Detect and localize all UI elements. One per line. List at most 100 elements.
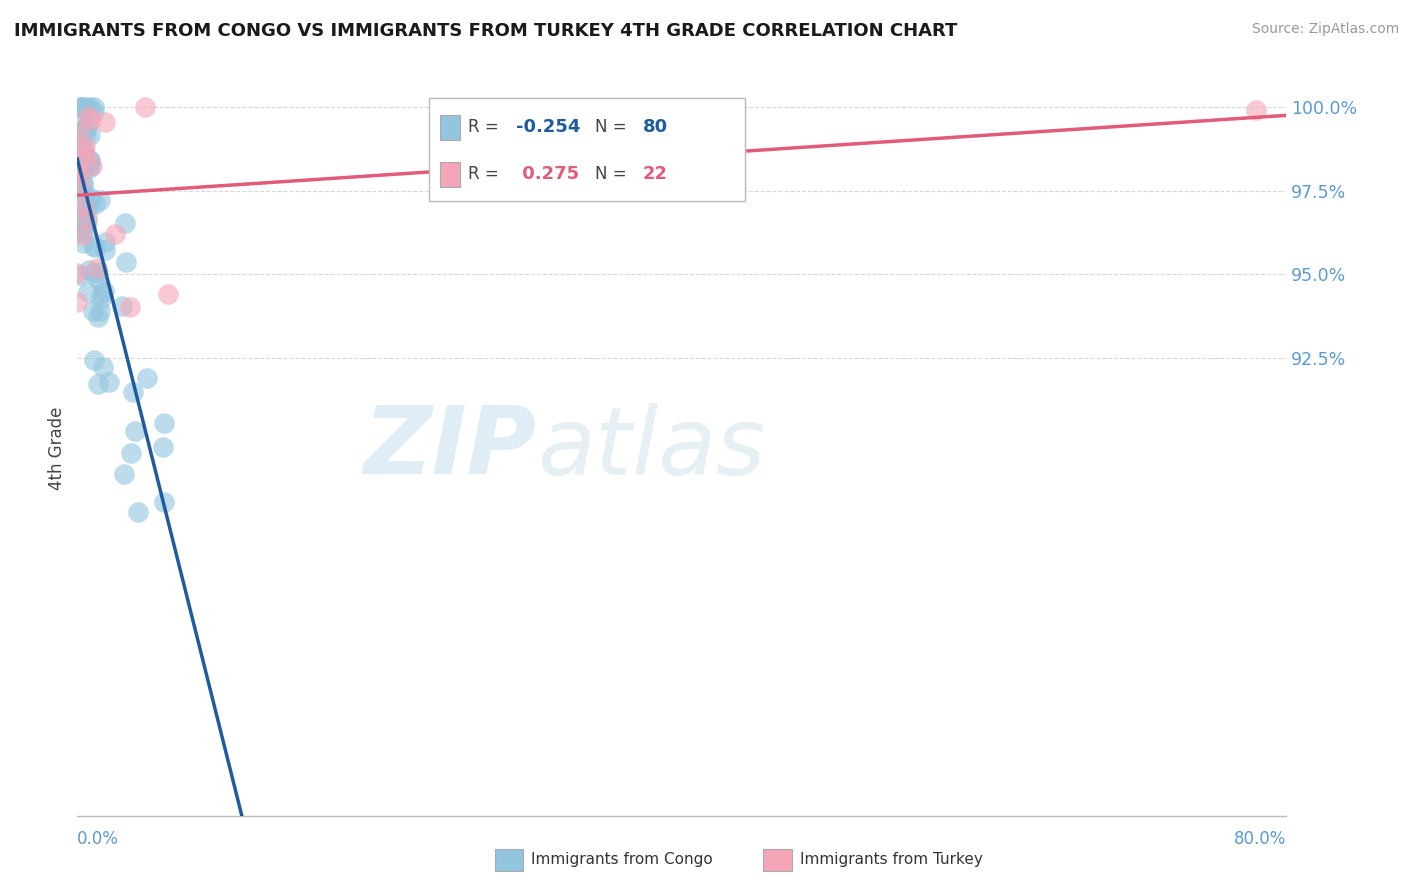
Point xyxy=(73,224,96,238)
Point xyxy=(76,109,98,123)
Point xyxy=(82,266,104,280)
Point xyxy=(93,244,115,258)
Text: N =: N = xyxy=(595,165,631,183)
Point xyxy=(77,161,100,175)
Point xyxy=(79,100,101,114)
Point xyxy=(83,100,105,114)
Point xyxy=(90,286,112,301)
Point xyxy=(121,384,143,399)
Point xyxy=(73,102,96,116)
Point xyxy=(75,120,97,135)
Point xyxy=(87,272,110,286)
Point xyxy=(67,165,90,179)
Point xyxy=(87,377,110,392)
Point xyxy=(91,359,114,374)
Text: 22: 22 xyxy=(643,165,668,183)
Point xyxy=(152,440,174,454)
Y-axis label: 4th Grade: 4th Grade xyxy=(48,407,66,490)
Point xyxy=(127,506,149,520)
Point xyxy=(75,151,97,165)
Point xyxy=(94,235,117,249)
Point xyxy=(76,215,98,229)
Point xyxy=(67,117,90,131)
Point xyxy=(83,239,105,253)
Text: 0.275: 0.275 xyxy=(516,165,579,183)
Point xyxy=(83,353,105,368)
Point xyxy=(73,214,96,228)
Point xyxy=(69,140,91,154)
Point xyxy=(86,260,108,275)
Point xyxy=(72,210,94,224)
Point xyxy=(111,299,134,313)
Point xyxy=(67,167,90,181)
Text: 80: 80 xyxy=(643,118,668,136)
Point xyxy=(87,265,110,279)
Point xyxy=(69,161,91,176)
Point xyxy=(157,286,180,301)
Text: 80.0%: 80.0% xyxy=(1234,830,1286,847)
Point xyxy=(72,214,94,228)
Text: Immigrants from Turkey: Immigrants from Turkey xyxy=(800,853,983,867)
Point xyxy=(73,143,96,157)
Point xyxy=(66,166,89,180)
Point xyxy=(73,202,96,217)
Text: IMMIGRANTS FROM CONGO VS IMMIGRANTS FROM TURKEY 4TH GRADE CORRELATION CHART: IMMIGRANTS FROM CONGO VS IMMIGRANTS FROM… xyxy=(14,22,957,40)
Point xyxy=(77,263,100,277)
Point xyxy=(67,126,90,140)
Point xyxy=(83,104,105,119)
Point xyxy=(75,128,97,142)
Point xyxy=(124,424,146,438)
Point xyxy=(76,119,98,133)
Point xyxy=(72,124,94,138)
Point xyxy=(82,239,104,253)
Point xyxy=(104,227,127,242)
Point xyxy=(153,417,176,431)
Point xyxy=(75,158,97,172)
Point xyxy=(76,149,98,163)
Point xyxy=(67,143,90,157)
Text: R =: R = xyxy=(468,165,505,183)
Point xyxy=(66,266,89,280)
Point xyxy=(75,100,97,114)
Point xyxy=(115,254,138,268)
Point xyxy=(72,235,94,250)
Point xyxy=(79,113,101,128)
Text: Source: ZipAtlas.com: Source: ZipAtlas.com xyxy=(1251,22,1399,37)
Point xyxy=(135,371,157,385)
Point xyxy=(70,225,93,239)
Point xyxy=(67,144,90,158)
Point xyxy=(70,137,93,152)
Point xyxy=(79,128,101,143)
Point xyxy=(77,158,100,172)
Point xyxy=(69,157,91,171)
Point xyxy=(89,303,111,318)
Point xyxy=(83,197,105,211)
Text: ZIP: ZIP xyxy=(364,402,537,494)
Text: Immigrants from Congo: Immigrants from Congo xyxy=(531,853,713,867)
Point xyxy=(93,285,115,299)
Point xyxy=(73,138,96,153)
Point xyxy=(76,211,98,226)
Point xyxy=(75,187,97,202)
Point xyxy=(1246,103,1268,118)
Point xyxy=(79,158,101,172)
Point xyxy=(67,177,90,191)
Point xyxy=(98,375,121,389)
Point xyxy=(66,295,89,310)
Point xyxy=(72,198,94,212)
Point xyxy=(77,285,100,300)
Point xyxy=(89,193,111,207)
Point xyxy=(72,143,94,157)
Point xyxy=(112,467,135,482)
Point xyxy=(67,175,90,189)
Point xyxy=(134,100,156,114)
Text: atlas: atlas xyxy=(537,402,765,494)
Point xyxy=(79,153,101,168)
Point xyxy=(120,446,142,460)
Point xyxy=(120,300,142,314)
Point xyxy=(70,100,93,114)
Text: R =: R = xyxy=(468,118,505,136)
Point xyxy=(79,199,101,213)
Text: -0.254: -0.254 xyxy=(516,118,581,136)
Point xyxy=(82,304,104,318)
